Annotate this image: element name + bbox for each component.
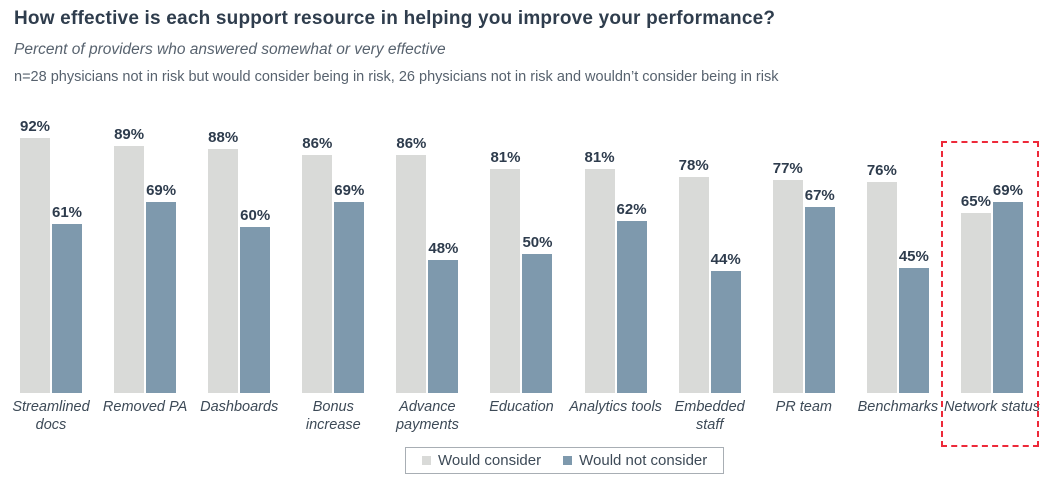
bar-would-not-consider: [240, 227, 271, 393]
data-label: 89%: [114, 126, 145, 143]
bar-would-consider: [490, 169, 521, 393]
bar-would-consider: [584, 169, 615, 393]
bar-group: 88% 60%: [208, 112, 270, 393]
bar-group: 76% 45%: [867, 112, 929, 393]
legend-item-would-consider: Would consider: [422, 452, 541, 469]
legend-item-would-not-consider: Would not consider: [563, 452, 707, 469]
bar-would-not-consider: [334, 202, 365, 393]
category-label: Benchmarks: [857, 399, 939, 415]
data-label: 67%: [804, 187, 835, 204]
category-label: Embedded staff: [674, 399, 745, 433]
bar-would-not-consider: [898, 268, 929, 393]
category-label: Education: [489, 399, 554, 415]
category-label: Bonus increase: [305, 399, 361, 433]
category-label: Streamlined docs: [12, 399, 90, 433]
data-label: 62%: [616, 201, 647, 218]
data-label: 61%: [51, 204, 83, 221]
category-label: Network status: [944, 399, 1040, 415]
bar-would-not-consider: [710, 271, 741, 393]
data-label: 69%: [334, 182, 365, 199]
bar-would-not-consider: [804, 207, 835, 393]
bar-group: 65% 69%: [961, 112, 1023, 393]
bar-group: 92% 61%: [20, 112, 82, 393]
data-label: 45%: [898, 248, 929, 265]
bar-would-consider: [20, 138, 50, 393]
would-not-consider-swatch-icon: [563, 456, 573, 465]
data-label: 76%: [866, 162, 897, 179]
bar-would-not-consider: [522, 254, 553, 393]
data-label: 88%: [208, 129, 239, 146]
category-axis: Streamlined docs Removed PA Dashboards Bonu…: [12, 398, 1040, 440]
data-label: 48%: [428, 240, 459, 257]
data-label: 81%: [584, 149, 615, 166]
data-label: 81%: [490, 149, 521, 166]
bar-would-consider: [302, 155, 333, 393]
chart-header: How effective is each support resource i…: [14, 7, 1036, 86]
data-label: 50%: [522, 234, 553, 251]
data-label: 69%: [992, 182, 1023, 199]
bar-group: 78% 44%: [679, 112, 741, 393]
bar-would-not-consider: [616, 221, 647, 393]
bar-would-consider: [678, 177, 709, 393]
category-label: Analytics tools: [569, 399, 662, 415]
chart-legend: Would consider Would not consider: [405, 447, 725, 474]
bar-would-consider: [960, 213, 991, 393]
bar-group: 86% 48%: [396, 112, 458, 393]
chart-title: How effective is each support resource i…: [14, 8, 776, 29]
category-label: Dashboards: [200, 399, 279, 415]
data-label: 60%: [240, 207, 271, 224]
bar-would-consider: [866, 182, 897, 393]
would-consider-swatch-icon: [422, 456, 431, 465]
bar-group: 77% 67%: [773, 112, 835, 393]
bar-would-not-consider: [428, 260, 459, 393]
data-label: 86%: [302, 135, 333, 152]
bar-chart-plot-area: 92% 61% 89% 69% 88% 60% 86% 69% 86% 48% 81% 50% 81% 6…: [20, 112, 1023, 393]
data-label: 92%: [19, 118, 51, 135]
chart-subtitle: Percent of providers who answered somewh…: [14, 41, 446, 58]
category-label: PR team: [775, 399, 832, 415]
data-label: 44%: [710, 251, 741, 268]
data-label: 65%: [960, 193, 991, 210]
data-label: 86%: [396, 135, 427, 152]
bar-group: 81% 62%: [585, 112, 647, 393]
bar-group: 81% 50%: [490, 112, 552, 393]
legend-label: Would consider: [438, 452, 542, 469]
data-label: 77%: [772, 160, 803, 177]
bar-would-not-consider: [52, 224, 82, 393]
category-label: Advance payments: [395, 399, 459, 433]
bar-would-consider: [772, 180, 803, 393]
legend-label: Would not consider: [579, 452, 708, 469]
bar-would-consider: [208, 149, 239, 393]
category-label: Removed PA: [102, 399, 188, 415]
sample-size-note: n=28 physicians not in risk but would co…: [14, 69, 779, 85]
bar-would-not-consider: [146, 202, 177, 393]
data-label: 69%: [146, 182, 177, 199]
data-label: 78%: [678, 157, 709, 174]
bar-group: 86% 69%: [302, 112, 364, 393]
bar-would-consider: [114, 146, 145, 393]
bar-would-consider: [396, 155, 427, 393]
bar-group: 89% 69%: [114, 112, 176, 393]
bar-would-not-consider: [992, 202, 1023, 393]
